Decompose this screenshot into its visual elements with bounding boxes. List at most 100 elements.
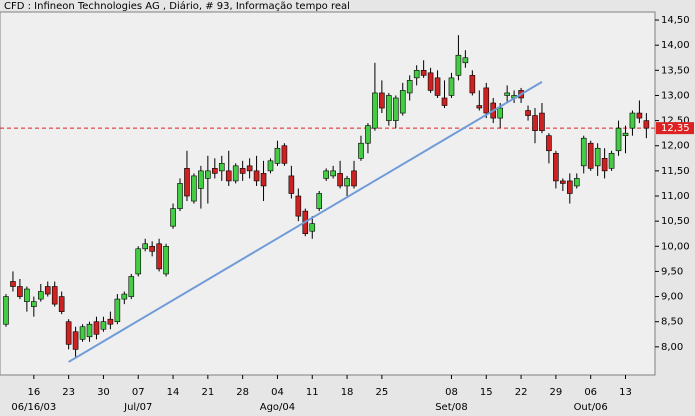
candle-body — [448, 77, 455, 96]
candle-body — [643, 120, 650, 129]
candle-body — [121, 293, 128, 300]
candle-body — [107, 318, 114, 325]
candle-body — [608, 152, 615, 169]
candle-body — [532, 115, 538, 131]
y-tick-label: 13,00 — [661, 90, 690, 101]
candle-body — [267, 160, 274, 172]
x-tick-label: 11 — [306, 387, 319, 398]
candle-body — [351, 170, 357, 187]
x-tick-label: 06 — [584, 387, 597, 398]
y-tick-label: 13,50 — [661, 65, 690, 76]
candle-body — [288, 175, 295, 194]
candle-body — [560, 180, 566, 184]
candle-body — [142, 243, 148, 250]
candle-body — [462, 57, 469, 64]
candle-body — [135, 248, 142, 275]
candle-body — [309, 223, 316, 232]
y-tick-label: 8,50 — [661, 317, 683, 328]
candle-body — [128, 276, 135, 297]
y-tick-label: 8,00 — [661, 342, 683, 353]
trendline — [68, 81, 543, 363]
x-tick-label: 14 — [167, 387, 180, 398]
x-tick-label: 04 — [271, 387, 284, 398]
candle-body — [316, 193, 323, 209]
x-tick-label: 13 — [619, 387, 632, 398]
candle-body — [441, 97, 448, 106]
candle-body — [399, 90, 406, 114]
candle-body — [330, 170, 336, 177]
candle-body — [65, 321, 72, 345]
candle-body — [372, 92, 378, 129]
candle-body — [525, 110, 531, 116]
candle-body — [58, 296, 65, 312]
y-tick-label: 11,50 — [661, 166, 690, 177]
candle-body — [253, 170, 260, 182]
month-label: Jul/07 — [123, 402, 152, 413]
candle-body — [93, 321, 100, 335]
candle-body — [392, 97, 399, 121]
candle-body — [567, 180, 573, 194]
candle-body — [100, 321, 107, 330]
candle-body — [260, 173, 267, 187]
candle-body — [358, 142, 364, 159]
candle-body — [3, 296, 9, 325]
candle-body — [539, 112, 545, 131]
candle-body — [406, 80, 413, 94]
candle-body — [295, 195, 302, 217]
y-tick-label: 9,50 — [661, 266, 683, 277]
candle-body — [323, 170, 329, 179]
candle-body — [636, 112, 643, 119]
candle-body — [239, 168, 246, 174]
candle-body — [198, 170, 204, 189]
y-tick-label: 10,00 — [661, 241, 690, 252]
y-tick-label: 14,50 — [661, 15, 690, 26]
candle-body — [51, 286, 58, 305]
last-price-label: 12,35 — [661, 123, 690, 134]
candle-body — [497, 107, 503, 119]
candle-body — [553, 152, 559, 182]
candle-body — [344, 178, 350, 187]
candle-body — [476, 105, 483, 109]
x-tick-label: 22 — [515, 387, 528, 398]
candle-body — [469, 75, 476, 94]
x-tick-label: 28 — [236, 387, 249, 398]
candle-body — [212, 168, 218, 174]
candle-body — [587, 142, 594, 169]
candle-body — [504, 92, 510, 96]
candle-body — [337, 173, 343, 187]
chart-title: CFD : Infineon Technologies AG , Diário,… — [4, 0, 350, 12]
candle-body — [37, 291, 44, 300]
candle-body — [177, 183, 183, 209]
candle-body — [622, 132, 629, 136]
x-tick-label: 15 — [480, 387, 493, 398]
candle-body — [156, 243, 162, 270]
candle-body — [170, 208, 176, 227]
candle-body — [386, 95, 392, 121]
x-tick-label: 29 — [550, 387, 563, 398]
candle-body — [615, 127, 622, 152]
x-tick-label: 30 — [97, 387, 110, 398]
candle-body — [163, 245, 169, 275]
x-tick-label: 25 — [375, 387, 388, 398]
candle-body — [413, 70, 420, 79]
y-tick-label: 12,00 — [661, 141, 690, 152]
candle-body — [218, 163, 225, 172]
candle-body — [31, 301, 37, 307]
x-tick-label: 08 — [445, 387, 458, 398]
month-label: Set/08 — [435, 402, 468, 413]
candle-body — [434, 77, 441, 96]
x-tick-label: 21 — [201, 387, 214, 398]
candle-body — [232, 165, 239, 182]
candle-body — [79, 326, 86, 340]
candle-body — [594, 147, 601, 167]
candle-body — [114, 298, 121, 323]
candle-body — [17, 286, 23, 297]
candle-body — [274, 147, 281, 164]
last-price-box — [656, 122, 694, 135]
month-label: Out/06 — [574, 402, 608, 413]
candle-body — [225, 170, 232, 182]
candle-body — [72, 331, 79, 350]
candle-body — [580, 137, 587, 167]
x-tick-label: 18 — [341, 387, 354, 398]
